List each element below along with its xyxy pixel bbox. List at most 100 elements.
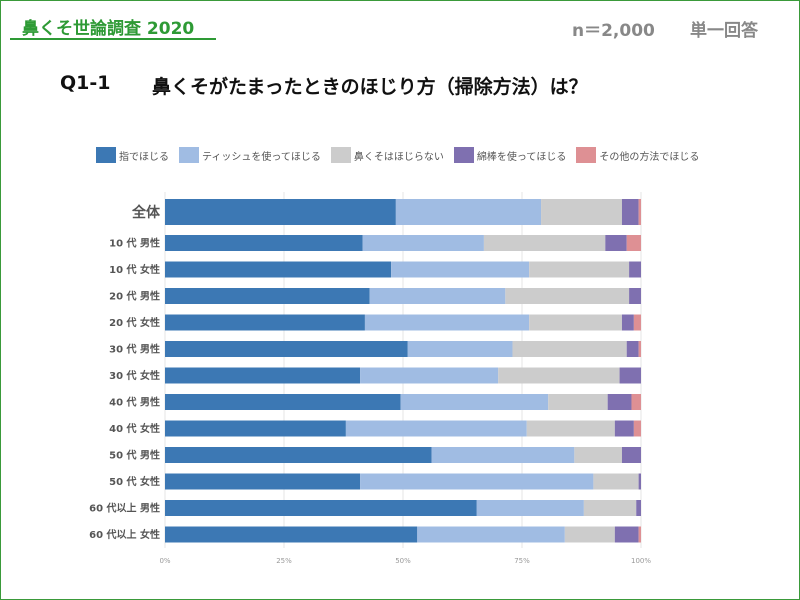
bar-segment: [165, 341, 408, 357]
y-category-label: 50 代 男性: [109, 449, 160, 462]
bar-segment: [165, 367, 361, 384]
bar-segment: [529, 261, 630, 278]
legend-swatch: [179, 147, 199, 163]
legend-item: ティッシュを使ってほじる: [179, 147, 321, 163]
bar-segment: [165, 314, 365, 331]
bar-segment: [165, 473, 361, 490]
bar-segment: [621, 314, 634, 331]
y-category-label: 50 代 女性: [109, 475, 160, 488]
bar-segment: [614, 420, 634, 437]
bar-segment: [541, 199, 622, 225]
y-category-label: 全体: [131, 204, 161, 221]
legend-item: 指でほじる: [96, 147, 169, 163]
legend-label: その他の方法でほじる: [599, 151, 700, 163]
legend-label: 綿棒を使ってほじる: [476, 151, 567, 163]
bar-segment: [626, 235, 641, 251]
legend-swatch: [576, 147, 597, 163]
bar-segment: [619, 367, 641, 384]
legend-item: その他の方法でほじる: [576, 147, 699, 163]
bar-segment: [638, 473, 641, 490]
bar-segment: [593, 473, 639, 490]
y-category-label: 60 代以上 男性: [89, 502, 160, 515]
sample-size: n＝2,000: [572, 21, 655, 41]
y-category-label: 10 代 男性: [109, 237, 160, 250]
x-tick-label: 0%: [159, 557, 170, 565]
bar-segment: [564, 526, 615, 543]
bar-segment: [621, 199, 639, 225]
bar-segment: [165, 526, 418, 543]
bar-segment: [626, 341, 639, 357]
x-tick-label: 50%: [395, 557, 411, 565]
x-tick-label: 75%: [514, 557, 530, 565]
bar-segment: [583, 500, 637, 516]
bar-segment: [629, 261, 641, 278]
bar-segment: [165, 261, 392, 278]
bar-segment: [395, 199, 542, 225]
bar-segment: [638, 199, 641, 225]
bar-segment: [369, 288, 506, 304]
bar-segment: [391, 261, 530, 278]
legend-label: 鼻くそはほじらない: [353, 151, 444, 163]
bar-segment: [631, 394, 641, 410]
bar-segment: [512, 341, 627, 357]
y-category-label: 10 代 女性: [109, 263, 160, 276]
bar-segment: [638, 526, 641, 543]
bar-segment: [629, 288, 641, 304]
bar-segment: [614, 526, 639, 543]
bar-segment: [165, 199, 396, 225]
bar-segment: [621, 447, 641, 463]
bar-segment: [364, 314, 530, 331]
bar-segment: [548, 394, 608, 410]
y-category-label: 40 代 男性: [109, 396, 160, 409]
bar-segment: [417, 526, 565, 543]
legend-label: 指でほじる: [119, 151, 169, 163]
bar-segment: [476, 500, 584, 516]
bar-segment: [638, 341, 641, 357]
bar-segment: [526, 420, 615, 437]
legend-swatch: [330, 147, 351, 163]
bar-segment: [498, 367, 620, 384]
title-underline: [10, 38, 216, 40]
x-tick-label: 25%: [276, 557, 292, 565]
bar-segment: [360, 473, 594, 490]
bar-segment: [607, 394, 632, 410]
bar-segment: [505, 288, 630, 304]
bar-segment: [165, 500, 477, 516]
question-number: Q1-1: [60, 72, 111, 94]
bar-segment: [345, 420, 527, 437]
legend-item: 綿棒を使ってほじる: [453, 147, 567, 163]
bar-segment: [400, 394, 549, 410]
bar-segment: [362, 235, 484, 251]
legend-swatch: [453, 147, 474, 163]
y-category-label: 20 代 女性: [109, 316, 160, 329]
y-category-label: 60 代以上 女性: [89, 528, 160, 541]
bar-segment: [165, 420, 346, 437]
y-category-label: 40 代 女性: [109, 422, 160, 435]
bar-segment: [431, 447, 575, 463]
y-category-label: 30 代 男性: [109, 343, 160, 356]
survey-title: 鼻くそ世論調査 2020: [22, 19, 195, 39]
bar-segment: [165, 288, 370, 304]
bar-segment: [165, 447, 432, 463]
bar-segment: [407, 341, 513, 357]
bar-segment: [574, 447, 622, 463]
bar-segment: [360, 367, 499, 384]
bar-segment: [529, 314, 622, 331]
legend-swatch: [96, 147, 116, 163]
answer-type: 単一回答: [690, 21, 758, 41]
legend-item: 鼻くそはほじらない: [330, 147, 444, 163]
bar-segment: [636, 500, 641, 516]
bar-segment: [633, 420, 641, 437]
bar-segment: [483, 235, 606, 251]
bar-segment: [165, 394, 401, 410]
y-category-label: 30 代 女性: [109, 369, 160, 382]
bar-segment: [605, 235, 627, 251]
y-category-label: 20 代 男性: [109, 290, 160, 303]
bar-segment: [165, 235, 363, 251]
bar-segment: [633, 314, 641, 331]
question-text: 鼻くそがたまったときのほじり方（掃除方法）は？: [152, 76, 588, 98]
x-tick-label: 100%: [631, 557, 651, 565]
legend-label: ティッシュを使ってほじる: [202, 151, 321, 163]
chart-legend: 指でほじる ティッシュを使ってほじる 鼻くそはほじらない 綿棒を使ってほじる そ…: [96, 147, 699, 163]
